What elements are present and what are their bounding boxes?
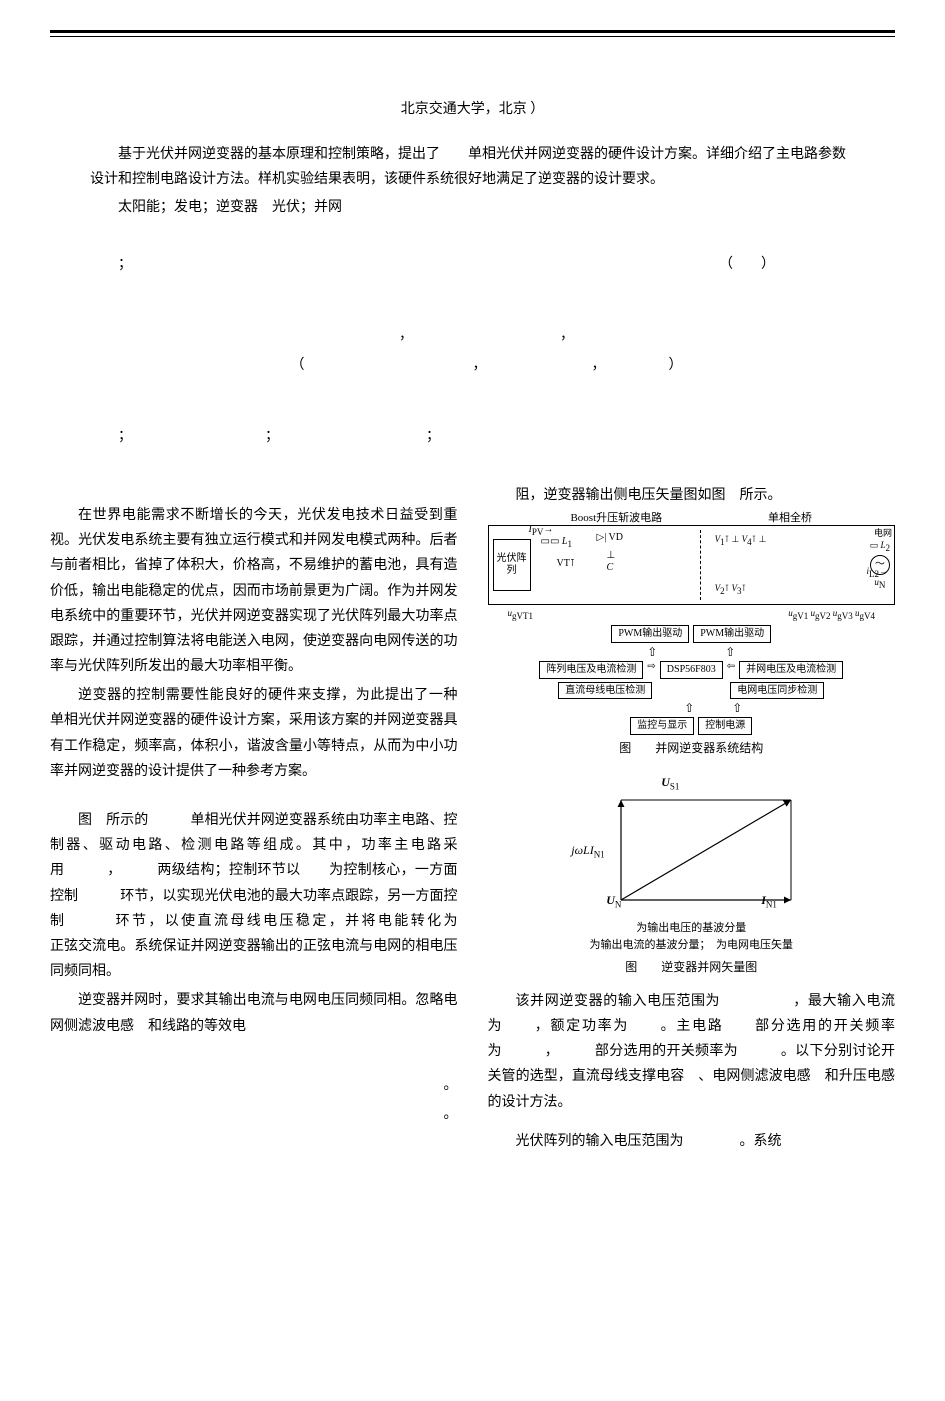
fig2-legend-1: 为输出电压的基波分量: [488, 920, 896, 937]
fig1-bridge-section: V1⊺ ⊥ V4⊺ ⊥ V2⊺ V3⊺: [707, 530, 864, 600]
abstract-text: 基于光伏并网逆变器的基本原理和控制策略，提出了 单相光伏并网逆变器的硬件设计方案…: [90, 142, 855, 192]
footnote-1: 。: [50, 1073, 458, 1098]
fig2-legend-2: 为输出电流的基波分量； 为电网电压矢量: [488, 937, 896, 954]
fig1-caption: 图 并网逆变器系统结构: [488, 741, 896, 755]
top-rule: [50, 30, 895, 37]
affiliation-line: 北京交通大学，北京 ）: [50, 97, 895, 122]
affiliation-text: 北京交通大学，北京: [401, 102, 527, 117]
fig1-label-bridge: 单相全桥: [768, 512, 812, 525]
en-line-1: ； （ ）: [90, 250, 855, 281]
right-column: 阻，逆变器输出侧电压矢量图如图 所示。 Boost升压斩波电路 单相全桥 IPV…: [488, 483, 896, 1158]
keywords-cn: 太阳能；发电；逆变器 光伏；并网: [90, 195, 855, 220]
affiliation-suffix: ）: [530, 102, 544, 117]
fig1-dsp: DSP56F803: [660, 661, 723, 679]
fig1-monitor: 监控与显示: [630, 717, 694, 735]
fig1-circuit: IPV→ 光伏阵列 ▭▭ L1 ▷| VD VT⊺ ⊥C V1⊺ ⊥ V4⊺ ⊥: [488, 525, 896, 605]
two-column-body: 在世界电能需求不断增长的今天，光伏发电技术日益受到重视。光伏发电系统主要有独立运…: [50, 483, 895, 1158]
en-line-3: （ ， ， ）: [90, 351, 855, 382]
right-top-text: 阻，逆变器输出侧电压矢量图如图 所示。: [488, 483, 896, 508]
fig1-boost-section: ▭▭ L1 ▷| VD VT⊺ ⊥C: [537, 530, 694, 600]
fig1-label-boost: Boost升压斩波电路: [570, 512, 662, 525]
fig1-bus-det: 直流母线电压检测: [558, 682, 652, 699]
abstract-cn: 基于光伏并网逆变器的基本原理和控制策略，提出了 单相光伏并网逆变器的硬件设计方案…: [90, 142, 855, 220]
para-6: 光伏阵列的输入电压范围为 。系统: [488, 1129, 896, 1154]
footnote-2: 。: [50, 1102, 458, 1127]
english-meta: ； （ ） ， ， （ ， ， ） ； ； ；: [90, 250, 855, 453]
en-line-4: ； ； ；: [90, 422, 855, 453]
figure-1: Boost升压斩波电路 单相全桥 IPV→ 光伏阵列 ▭▭ L1 ▷| VD V…: [488, 512, 896, 755]
para-5: 该并网逆变器的输入电压范围为 ，最大输入电流为 ，额定功率为 。主电路 部分选用…: [488, 989, 896, 1115]
left-column: 在世界电能需求不断增长的今天，光伏发电技术日益受到重视。光伏发电系统主要有独立运…: [50, 483, 458, 1158]
para-1: 在世界电能需求不断增长的今天，光伏发电技术日益受到重视。光伏发电系统主要有独立运…: [50, 503, 458, 679]
figure-2: US1 jωLIN1 UN IN1 为输出电压的基波分量 为输出电流的基波分量；…: [488, 770, 896, 979]
fig1-sync: 电网电压同步检测: [730, 682, 824, 699]
para-2: 逆变器的控制需要性能良好的硬件来支撑，为此提出了一种 单相光伏并网逆变器的硬件设…: [50, 683, 458, 784]
fig1-det-right: 并网电压及电流检测: [739, 661, 843, 679]
fig1-pwm-right: PWM输出驱动: [693, 625, 771, 643]
fig1-pwm-left: PWM输出驱动: [611, 625, 689, 643]
fig1-det-left: 阵列电压及电流检测: [539, 661, 643, 679]
fig1-ctrl-pwr: 控制电源: [698, 717, 752, 735]
fig1-pv-array: 光伏阵列: [493, 539, 531, 591]
fig2-caption: 图 逆变器并网矢量图: [488, 957, 896, 979]
en-line-2: ， ，: [90, 321, 855, 352]
para-4: 逆变器并网时，要求其输出电流与电网电压同频同相。忽略电网侧滤波电感 和线路的等效…: [50, 988, 458, 1038]
para-3: 图 所示的 单相光伏并网逆变器系统由功率主电路、控制器、驱动电路、检测电路等组成…: [50, 808, 458, 984]
